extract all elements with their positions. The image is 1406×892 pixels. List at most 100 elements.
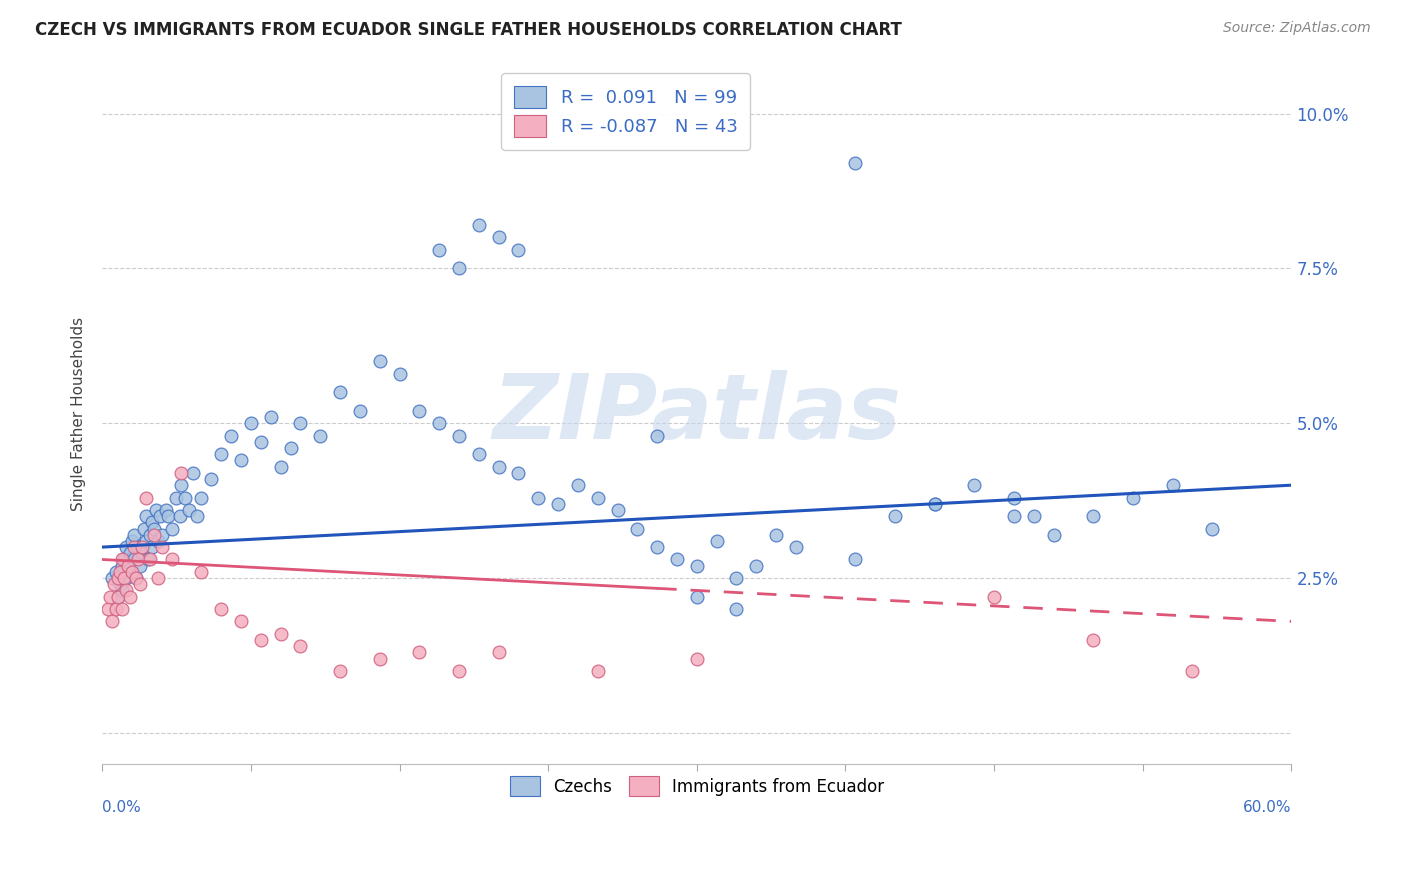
Y-axis label: Single Father Households: Single Father Households bbox=[72, 317, 86, 511]
Point bbox=[686, 651, 709, 665]
Point bbox=[122, 552, 145, 566]
Point bbox=[924, 497, 946, 511]
Point bbox=[136, 552, 159, 566]
Point bbox=[97, 602, 120, 616]
Point bbox=[146, 571, 169, 585]
Point bbox=[239, 416, 262, 430]
Point bbox=[508, 243, 530, 257]
Point bbox=[170, 466, 193, 480]
Point bbox=[131, 546, 153, 560]
Point bbox=[706, 533, 728, 548]
Point bbox=[112, 571, 135, 585]
Point bbox=[142, 527, 165, 541]
Point bbox=[280, 441, 302, 455]
Point bbox=[111, 552, 134, 566]
Point bbox=[229, 453, 252, 467]
Point bbox=[488, 230, 510, 244]
Point bbox=[1002, 509, 1025, 524]
Point bbox=[219, 428, 242, 442]
Point bbox=[115, 571, 138, 585]
Point bbox=[209, 447, 232, 461]
Point bbox=[249, 434, 271, 449]
Point bbox=[270, 459, 292, 474]
Point bbox=[844, 552, 866, 566]
Point bbox=[200, 472, 222, 486]
Point bbox=[586, 664, 609, 678]
Point bbox=[349, 404, 371, 418]
Point bbox=[725, 571, 748, 585]
Point bbox=[488, 645, 510, 659]
Point bbox=[408, 404, 430, 418]
Point bbox=[645, 428, 668, 442]
Point bbox=[260, 410, 283, 425]
Point bbox=[447, 261, 470, 276]
Point bbox=[121, 565, 143, 579]
Point bbox=[125, 571, 148, 585]
Point bbox=[111, 583, 134, 598]
Point bbox=[160, 552, 183, 566]
Point bbox=[135, 509, 157, 524]
Point bbox=[844, 156, 866, 170]
Point bbox=[1122, 491, 1144, 505]
Point bbox=[179, 503, 201, 517]
Legend: Czechs, Immigrants from Ecuador: Czechs, Immigrants from Ecuador bbox=[498, 764, 896, 808]
Point bbox=[1201, 522, 1223, 536]
Point bbox=[128, 577, 150, 591]
Text: 60.0%: 60.0% bbox=[1243, 800, 1292, 815]
Point bbox=[108, 577, 131, 591]
Point bbox=[128, 558, 150, 573]
Point bbox=[924, 497, 946, 511]
Text: ZIPatlas: ZIPatlas bbox=[492, 370, 901, 458]
Point bbox=[111, 558, 134, 573]
Point bbox=[107, 571, 129, 585]
Point bbox=[1002, 491, 1025, 505]
Point bbox=[105, 565, 128, 579]
Point bbox=[108, 565, 131, 579]
Text: Source: ZipAtlas.com: Source: ZipAtlas.com bbox=[1223, 21, 1371, 35]
Point bbox=[135, 533, 157, 548]
Point bbox=[527, 491, 550, 505]
Point bbox=[125, 571, 148, 585]
Point bbox=[408, 645, 430, 659]
Point bbox=[117, 558, 139, 573]
Point bbox=[666, 552, 689, 566]
Point bbox=[141, 540, 163, 554]
Point bbox=[149, 509, 172, 524]
Point bbox=[118, 590, 141, 604]
Point bbox=[745, 558, 768, 573]
Point bbox=[118, 546, 141, 560]
Point bbox=[686, 558, 709, 573]
Point bbox=[329, 385, 352, 400]
Point bbox=[174, 491, 197, 505]
Point bbox=[142, 522, 165, 536]
Point bbox=[117, 558, 139, 573]
Point bbox=[165, 491, 187, 505]
Point bbox=[107, 590, 129, 604]
Point bbox=[150, 527, 173, 541]
Point bbox=[1083, 509, 1105, 524]
Point bbox=[290, 416, 312, 430]
Point bbox=[586, 491, 609, 505]
Point bbox=[427, 243, 450, 257]
Point bbox=[1161, 478, 1184, 492]
Point bbox=[145, 503, 167, 517]
Point bbox=[139, 552, 162, 566]
Point bbox=[186, 509, 208, 524]
Point bbox=[122, 527, 145, 541]
Point bbox=[190, 565, 212, 579]
Point bbox=[1022, 509, 1045, 524]
Point bbox=[963, 478, 986, 492]
Point bbox=[567, 478, 589, 492]
Point bbox=[132, 522, 155, 536]
Point bbox=[606, 503, 628, 517]
Point bbox=[645, 540, 668, 554]
Point bbox=[111, 602, 134, 616]
Point bbox=[249, 632, 271, 647]
Point bbox=[160, 522, 183, 536]
Point bbox=[107, 590, 129, 604]
Point bbox=[131, 540, 153, 554]
Point bbox=[329, 664, 352, 678]
Point bbox=[101, 571, 124, 585]
Point bbox=[190, 491, 212, 505]
Point bbox=[141, 516, 163, 530]
